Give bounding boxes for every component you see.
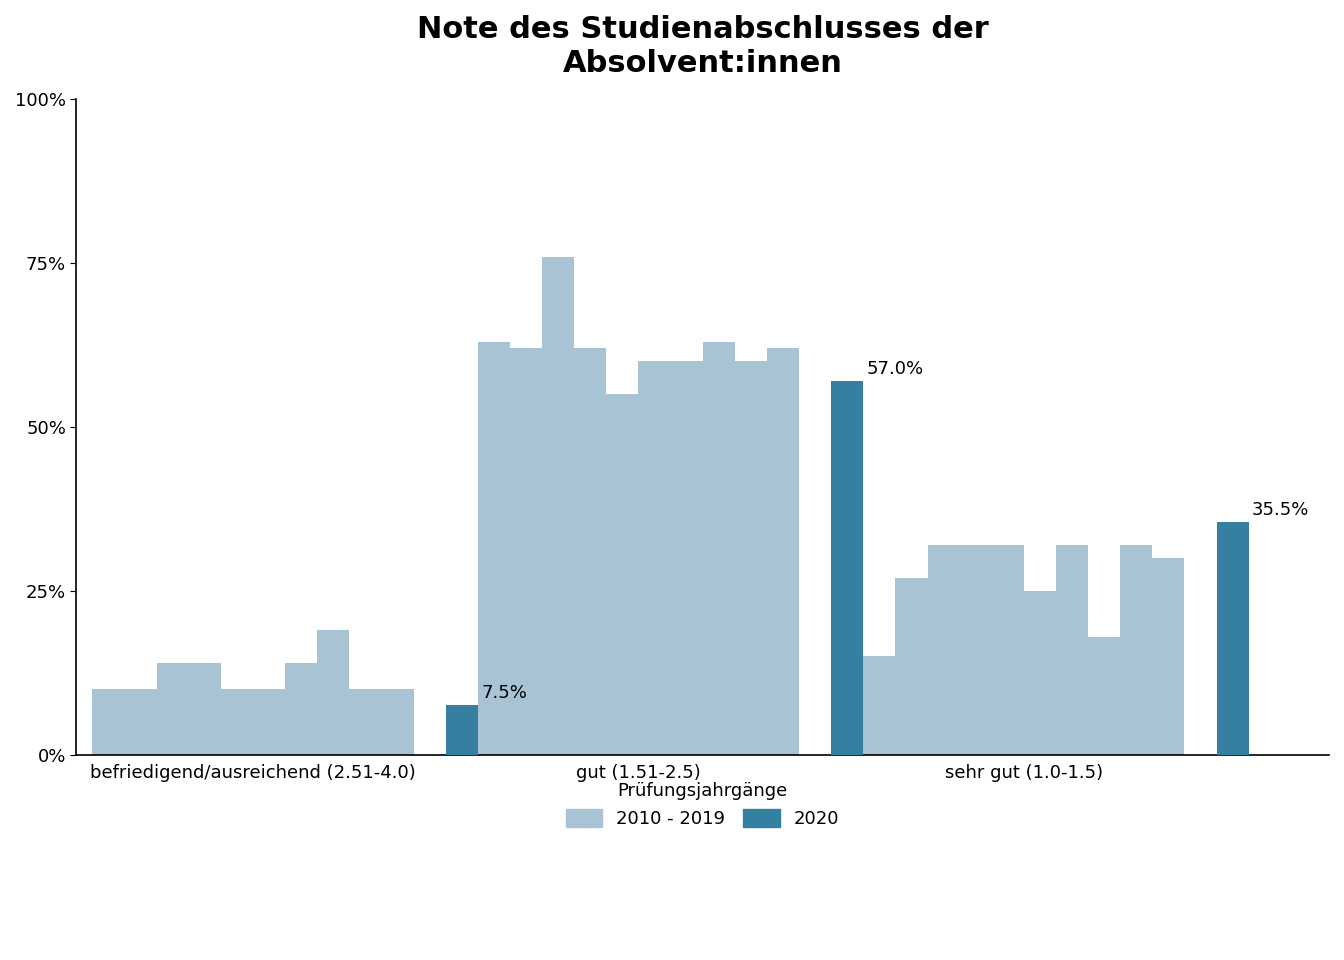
Title: Note des Studienabschlusses der
Absolvent:innen: Note des Studienabschlusses der Absolven… [417,15,989,78]
Bar [992,545,1024,755]
Text: 7.5%: 7.5% [481,684,527,702]
Bar [960,545,992,755]
Text: 57.0%: 57.0% [867,360,923,378]
Bar [1024,590,1056,755]
Bar [478,342,509,755]
Bar [1152,558,1184,755]
Legend: 2010 - 2019, 2020: 2010 - 2019, 2020 [556,773,848,837]
Bar [446,706,478,755]
Bar [606,395,638,755]
Text: 35.5%: 35.5% [1251,501,1309,518]
Bar [1216,522,1249,755]
Bar [574,348,606,755]
Bar [703,342,735,755]
Bar [927,545,960,755]
Bar [188,662,220,755]
Bar [93,689,125,755]
Bar [253,689,285,755]
Bar [382,689,414,755]
Bar [125,689,157,755]
Bar [735,362,767,755]
Bar [895,578,927,755]
Bar [863,657,895,755]
Bar [157,662,188,755]
Bar [220,689,253,755]
Bar [638,362,671,755]
Bar [349,689,382,755]
Bar [1089,636,1121,755]
Bar [767,348,800,755]
Bar [1121,545,1152,755]
Bar [1056,545,1089,755]
Bar [285,662,317,755]
Bar [831,381,863,755]
Bar [542,256,574,755]
Bar [509,348,542,755]
Bar [671,362,703,755]
Bar [317,630,349,755]
